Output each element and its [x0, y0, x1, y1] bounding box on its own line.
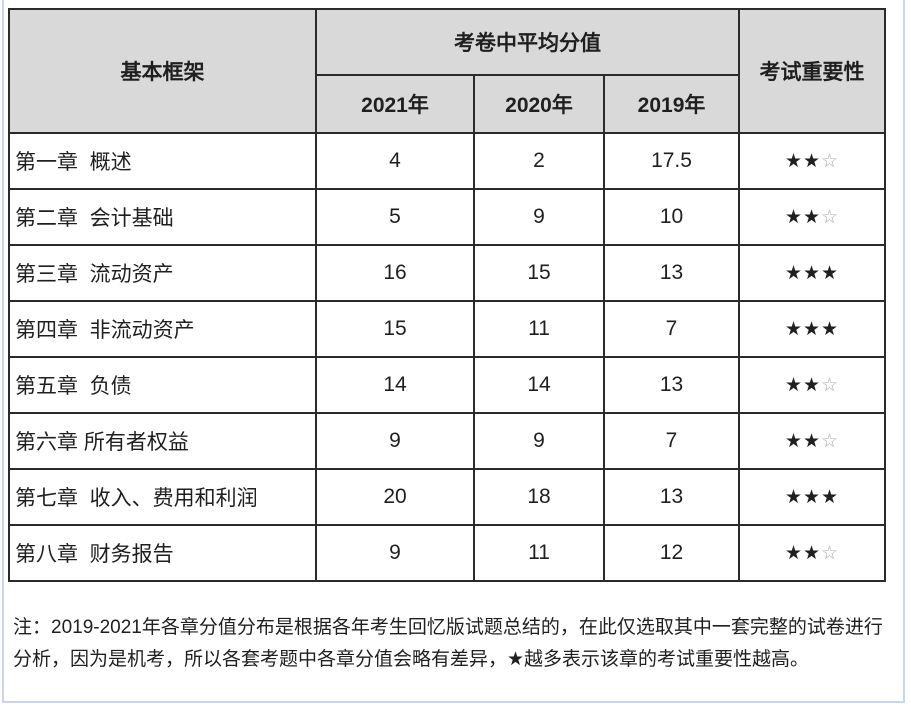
filled-stars-icon: ★★	[784, 542, 822, 564]
score-2019: 13	[602, 468, 741, 526]
hollow-star-icon: ☆	[821, 206, 840, 228]
score-2019: 17.5	[602, 132, 741, 190]
table-row-chapter-4: 第四章 非流动资产 15 11 7 ★★★	[8, 300, 887, 358]
importance-rating: ★★★	[738, 244, 887, 302]
score-2020: 9	[473, 412, 605, 470]
score-2020: 2	[473, 132, 605, 190]
header-year-2021: 2021年	[315, 74, 475, 134]
header-row-years: 2021年 2020年 2019年	[9, 74, 885, 134]
chapter-label: 第五章 负债	[8, 356, 317, 414]
score-2019: 7	[602, 412, 741, 470]
header-score-group: 考卷中平均分值	[314, 8, 741, 76]
score-2021: 14	[315, 356, 475, 414]
filled-stars-icon: ★★	[784, 150, 822, 172]
hollow-star-icon: ☆	[821, 374, 840, 396]
score-2021: 20	[315, 468, 475, 526]
header-year-2019: 2019年	[602, 74, 741, 134]
header-row-top: 基本框架 考卷中平均分值 考试重要性	[8, 8, 887, 134]
hollow-star-icon: ☆	[821, 542, 840, 564]
importance-rating: ★★★	[738, 300, 887, 358]
filled-stars-icon: ★★★	[784, 318, 840, 340]
chapter-label: 第六章 所有者权益	[8, 412, 317, 470]
score-2021: 15	[315, 300, 475, 358]
exam-score-table: 基本框架 考卷中平均分值 考试重要性 2021年 2020年 2019年 第一章…	[8, 8, 887, 582]
score-2019: 12	[602, 524, 741, 582]
header-importance: 考试重要性	[738, 8, 887, 134]
table-row-chapter-5: 第五章 负债 14 14 13 ★★☆	[8, 356, 887, 414]
importance-rating: ★★★	[738, 468, 887, 526]
score-2021: 5	[315, 188, 475, 246]
filled-stars-icon: ★★★	[784, 486, 840, 508]
score-2019: 13	[602, 356, 741, 414]
chapter-label: 第八章 财务报告	[8, 524, 317, 582]
header-year-2020: 2020年	[473, 74, 605, 134]
score-2021: 16	[315, 244, 475, 302]
filled-stars-icon: ★★	[784, 374, 822, 396]
score-2021: 9	[315, 412, 475, 470]
importance-rating: ★★☆	[738, 524, 887, 582]
hollow-star-icon: ☆	[821, 430, 840, 452]
filled-stars-icon: ★★	[784, 430, 822, 452]
table-row-chapter-6: 第六章 所有者权益 9 9 7 ★★☆	[8, 412, 887, 470]
score-2021: 4	[315, 132, 475, 190]
filled-stars-icon: ★★	[784, 206, 822, 228]
chapter-label: 第七章 收入、费用和利润	[8, 468, 317, 526]
score-2020: 11	[473, 524, 605, 582]
score-2020: 14	[473, 356, 605, 414]
filled-stars-icon: ★★★	[784, 262, 840, 284]
table-row-chapter-2: 第二章 会计基础 5 9 10 ★★☆	[8, 188, 887, 246]
score-2021: 9	[315, 524, 475, 582]
table-row-chapter-1: 第一章 概述 4 2 17.5 ★★☆	[8, 132, 887, 190]
score-2020: 9	[473, 188, 605, 246]
score-2019: 10	[602, 188, 741, 246]
importance-rating: ★★☆	[738, 188, 887, 246]
importance-rating: ★★☆	[738, 132, 887, 190]
importance-rating: ★★☆	[738, 356, 887, 414]
importance-rating: ★★☆	[738, 412, 887, 470]
hollow-star-icon: ☆	[821, 150, 840, 172]
score-2020: 18	[473, 468, 605, 526]
chapter-label: 第一章 概述	[8, 132, 317, 190]
footnote: 注：2019-2021年各章分值分布是根据各年考生回忆版试题总结的，在此仅选取其…	[13, 617, 883, 670]
chapter-label: 第四章 非流动资产	[8, 300, 317, 358]
table-row-chapter-8: 第八章 财务报告 9 11 12 ★★☆	[8, 524, 887, 582]
score-2019: 13	[602, 244, 741, 302]
header-framework: 基本框架	[8, 8, 317, 134]
table-row-chapter-3: 第三章 流动资产 16 15 13 ★★★	[8, 244, 887, 302]
chapter-label: 第三章 流动资产	[8, 244, 317, 302]
table-row-chapter-7: 第七章 收入、费用和利润 20 18 13 ★★★	[8, 468, 887, 526]
chapter-label: 第二章 会计基础	[8, 188, 317, 246]
score-2020: 15	[473, 244, 605, 302]
score-2020: 11	[473, 300, 605, 358]
score-2019: 7	[602, 300, 741, 358]
